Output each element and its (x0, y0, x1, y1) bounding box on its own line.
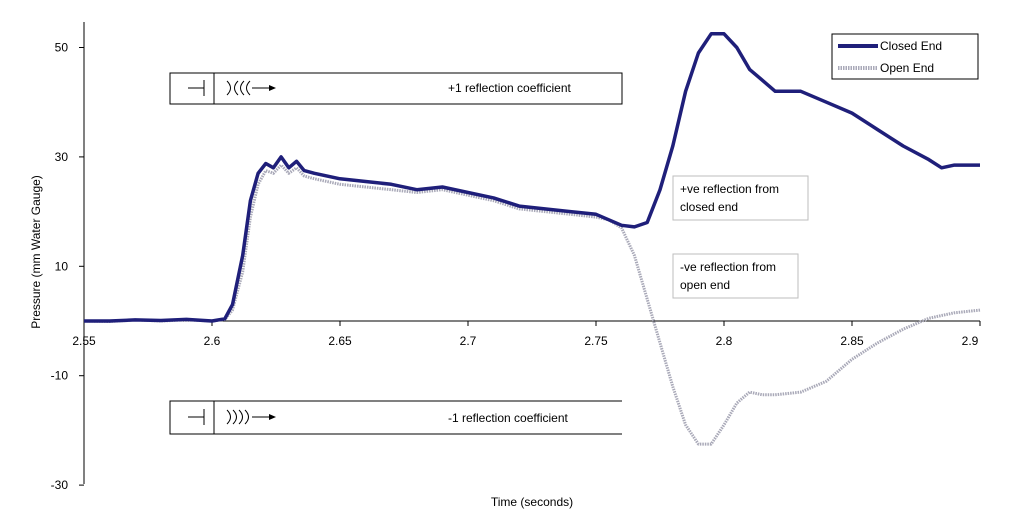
y-tick-label: -30 (51, 478, 69, 492)
wave-arrow-icon (226, 80, 276, 96)
y-tick-label: 30 (55, 150, 69, 164)
x-tick-label: 2.85 (840, 334, 864, 348)
x-tick-label: 2.7 (460, 334, 477, 348)
legend: Closed End Open End (831, 33, 979, 80)
y-tick-label: 50 (55, 41, 69, 55)
legend-label-open-end: Open End (880, 61, 934, 75)
negative-reflection-frame (169, 400, 622, 435)
wave-arrow-icon (226, 409, 276, 425)
open-end-wall-icon (188, 409, 205, 425)
series-line-closed-end (84, 32, 980, 323)
x-tick-label: 2.55 (72, 334, 96, 348)
negative-reflection-box: -1 reflection coefficient (169, 400, 622, 435)
y-axis-title: Pressure (mm Water Gauge) (29, 175, 43, 329)
x-tick-label: 2.65 (328, 334, 352, 348)
positive-reflection-box: +1 reflection coefficient (169, 72, 623, 105)
negative-reflection-label: -1 reflection coefficient (448, 411, 569, 425)
x-tick-label: 2.8 (716, 334, 733, 348)
closed-end-wall-icon (188, 80, 205, 96)
open-end-callout-line2: open end (680, 278, 730, 292)
x-tick-label: 2.9 (962, 334, 979, 348)
x-tick-label: 2.75 (584, 334, 608, 348)
axis-ticks: 2.55 2.6 2.65 2.7 2.75 2.8 2.85 2.9 50 30 10 -10 -30 (51, 41, 981, 492)
x-axis-title: Time (seconds) (491, 495, 573, 509)
closed-end-callout: +ve reflection from closed end (672, 175, 809, 221)
closed-end-callout-line2: closed end (680, 200, 738, 214)
positive-reflection-frame (169, 72, 623, 105)
open-end-callout: -ve reflection from open end (672, 253, 799, 299)
open-end-callout-line1: -ve reflection from (680, 260, 776, 274)
legend-label-closed-end: Closed End (880, 39, 942, 53)
y-tick-label: -10 (51, 369, 69, 383)
y-tick-label: 10 (55, 259, 69, 273)
legend-frame (831, 33, 979, 80)
series-layer (83, 32, 981, 446)
x-tick-label: 2.6 (204, 334, 221, 348)
closed-end-callout-line1: +ve reflection from (680, 182, 779, 196)
series-line-open-end (83, 163, 981, 446)
positive-reflection-label: +1 reflection coefficient (448, 81, 572, 95)
